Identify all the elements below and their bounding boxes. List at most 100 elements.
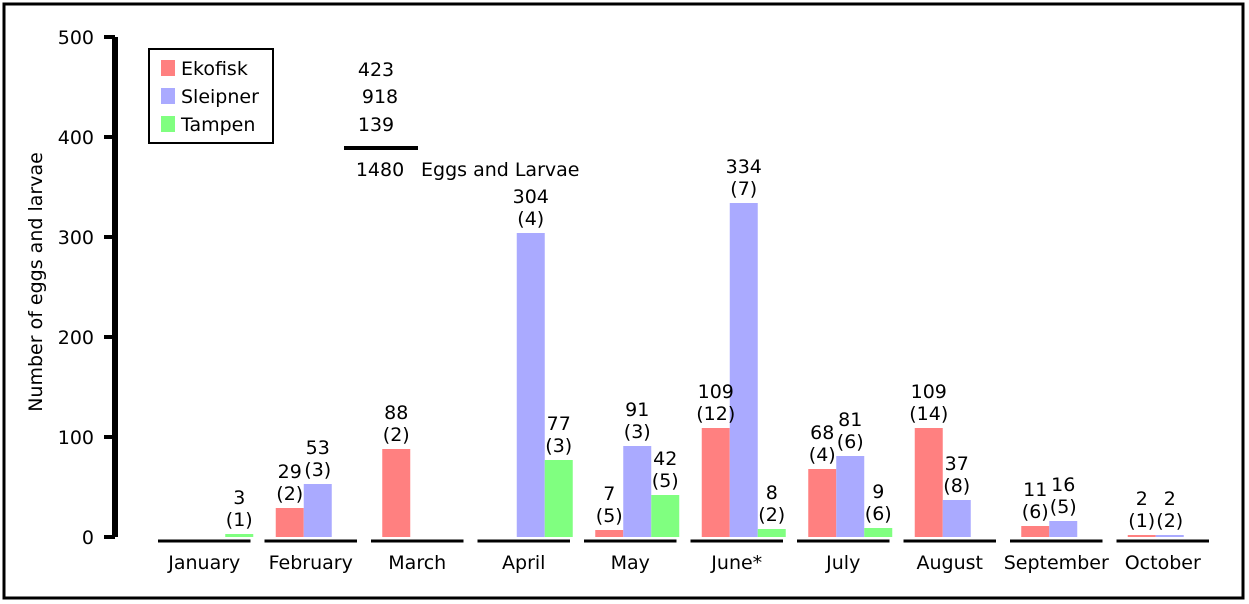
bar-count-label: (1) [1128, 510, 1155, 532]
bar-count-label: (7) [730, 178, 757, 200]
bar-count-label: (4) [809, 444, 836, 466]
bar-count-label: (6) [865, 503, 892, 525]
month-labels: January February March April May June* July Aug… [167, 552, 1201, 574]
bar-count-label: (6) [1022, 501, 1049, 523]
bar-sleipner [836, 456, 865, 537]
bar-count-label: (5) [652, 470, 679, 492]
bar-sleipner [942, 500, 971, 537]
bar-value-label: 2 [1164, 488, 1176, 510]
month-label: September [1004, 552, 1109, 574]
bar-count-label: (3) [545, 435, 572, 457]
month-label: October [1125, 552, 1201, 574]
legend-swatch-sleipner [161, 88, 175, 104]
y-tick-label: 500 [58, 27, 94, 49]
bar-sleipner [1155, 535, 1184, 537]
legend-swatch-ekofisk [161, 60, 175, 76]
legend-label-tampen: Tampen [180, 114, 255, 136]
y-tick-label: 0 [82, 527, 94, 549]
y-tick-label: 200 [58, 327, 94, 349]
total-ekofisk: 423 [358, 59, 394, 81]
bar-value-label: 42 [653, 448, 677, 470]
total-sum-label: Eggs and Larvae [421, 159, 579, 181]
y-tick-label: 100 [58, 427, 94, 449]
bar-value-label: 53 [306, 437, 330, 459]
bar-count-label: (4) [517, 208, 544, 230]
bar-count-label: (2) [758, 504, 785, 526]
bar-count-label: (2) [1156, 510, 1183, 532]
month-label: March [388, 552, 446, 574]
bar-value-label: 77 [547, 413, 571, 435]
bar-value-label: 109 [698, 381, 734, 403]
month-label: February [269, 552, 353, 574]
bar-count-label: (8) [943, 475, 970, 497]
y-ticks: 0 100 200 300 400 500 [58, 27, 115, 549]
bar-ekofisk [808, 469, 837, 537]
month-label: January [167, 552, 240, 574]
month-label: April [502, 552, 545, 574]
legend-label-sleipner: Sleipner [181, 86, 259, 108]
bar-count-label: (14) [909, 403, 948, 425]
bar-value-label: 16 [1051, 474, 1075, 496]
bar-tampen [225, 534, 254, 537]
bar-value-label: 7 [603, 483, 615, 505]
month-label: June* [710, 552, 762, 574]
bars [225, 203, 1184, 537]
bar-value-label: 8 [766, 482, 778, 504]
bar-value-label: 88 [384, 402, 408, 424]
bar-tampen [757, 529, 786, 537]
bar-value-label: 37 [945, 453, 969, 475]
bar-count-label: (12) [696, 403, 735, 425]
bar-count-label: (5) [1050, 496, 1077, 518]
bar-count-label: (1) [226, 509, 253, 531]
month-label: July [825, 552, 860, 574]
bar-ekofisk [275, 508, 304, 537]
bar-value-label: 334 [726, 156, 762, 178]
bar-sleipner [623, 446, 652, 537]
bar-value-label: 304 [513, 186, 549, 208]
bar-labels: 3(1)29(2)53(3)88(2)304(4)77(3)7(5)91(3)4… [226, 156, 1183, 532]
bar-count-label: (3) [304, 459, 331, 481]
bar-value-label: 2 [1136, 488, 1148, 510]
bar-sleipner [729, 203, 758, 537]
legend-label-ekofisk: Ekofisk [181, 58, 248, 80]
y-tick-label: 400 [58, 127, 94, 149]
total-tampen: 139 [358, 114, 394, 136]
bar-ekofisk [1021, 526, 1050, 537]
bar-tampen [544, 460, 573, 537]
bar-tampen [864, 528, 893, 537]
bar-sleipner [516, 233, 545, 537]
y-axis-title: Number of eggs and larvae [25, 152, 47, 412]
bar-ekofisk [914, 428, 943, 537]
bar-tampen [651, 495, 680, 537]
bar-value-label: 11 [1023, 479, 1047, 501]
legend: Ekofisk Sleipner Tampen [148, 48, 274, 144]
bar-count-label: (3) [624, 421, 651, 443]
bar-count-label: (2) [383, 424, 410, 446]
bar-sleipner [1049, 521, 1078, 537]
bar-ekofisk [382, 449, 411, 537]
legend-swatch-tampen [161, 116, 175, 132]
bar-value-label: 3 [233, 487, 245, 509]
bar-value-label: 68 [810, 422, 834, 444]
month-label: August [917, 552, 984, 574]
totals-annotation: 423 918 139 1480 Eggs and Larvae [344, 59, 579, 181]
bar-value-label: 9 [872, 481, 884, 503]
bar-count-label: (2) [276, 483, 303, 505]
y-tick-label: 300 [58, 227, 94, 249]
bar-value-label: 81 [838, 409, 862, 431]
bar-value-label: 29 [278, 461, 302, 483]
total-sum: 1480 [356, 159, 404, 181]
bar-ekofisk [701, 428, 730, 537]
total-sleipner: 918 [362, 86, 398, 108]
bar-sleipner [303, 484, 332, 537]
bar-value-label: 109 [911, 381, 947, 403]
month-label: May [611, 552, 650, 574]
bar-count-label: (6) [837, 431, 864, 453]
bar-value-label: 91 [625, 399, 649, 421]
bar-ekofisk [595, 530, 624, 537]
bar-ekofisk [1127, 535, 1156, 537]
bar-count-label: (5) [596, 505, 623, 527]
